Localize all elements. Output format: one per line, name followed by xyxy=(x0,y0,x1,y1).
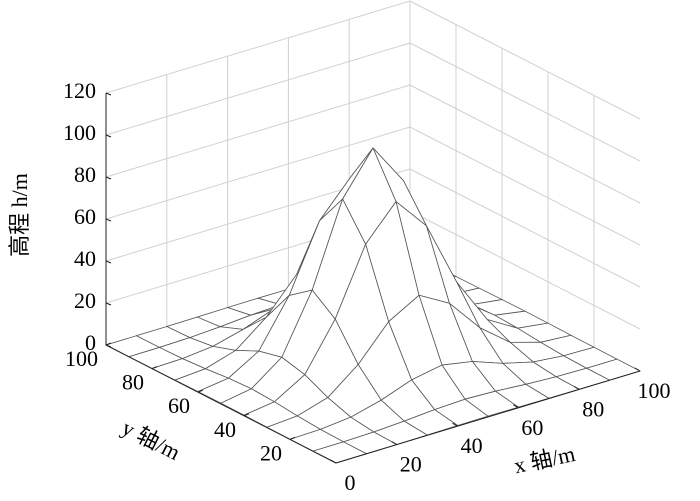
y-tick-label: 40 xyxy=(214,417,236,442)
x-tick-label: 40 xyxy=(461,433,483,458)
z-tick-label: 0 xyxy=(85,330,96,355)
x-axis xyxy=(335,370,641,464)
x-tick xyxy=(330,459,337,464)
y-tick-label: 20 xyxy=(260,440,282,465)
y-tick-label: 80 xyxy=(122,370,144,395)
z-tick xyxy=(105,302,112,306)
y-tick-label: 100 xyxy=(65,346,98,371)
y-tick xyxy=(289,436,296,440)
grid-line xyxy=(409,84,641,204)
x-tick xyxy=(391,441,398,446)
z-tick-label: 20 xyxy=(74,288,96,313)
z-tick xyxy=(105,344,112,348)
y-tick xyxy=(151,366,158,370)
grid-line xyxy=(105,0,411,94)
grid-line xyxy=(409,0,641,120)
z-tick xyxy=(105,92,112,96)
x-tick-label: 20 xyxy=(400,452,422,477)
y-axis-label: y 轴/m xyxy=(118,415,184,465)
x-tick xyxy=(634,367,641,372)
x-axis-label: x 轴/m xyxy=(512,441,578,478)
y-tick xyxy=(243,413,250,417)
y-tick xyxy=(197,389,204,393)
z-tick xyxy=(105,260,112,264)
x-tick-label: 60 xyxy=(521,415,543,440)
x-tick xyxy=(573,385,580,390)
grid-line xyxy=(409,168,641,288)
grid-line xyxy=(105,84,411,178)
z-tick-label: 80 xyxy=(74,162,96,187)
z-axis-label: 高程 h/m xyxy=(7,173,32,257)
z-tick xyxy=(105,176,112,180)
z-tick xyxy=(105,218,112,222)
x-tick xyxy=(452,422,458,427)
z-tick xyxy=(105,134,112,138)
x-tick-label: 80 xyxy=(582,396,604,421)
z-tick-label: 120 xyxy=(63,78,96,103)
grid-line xyxy=(105,126,411,220)
y-axis xyxy=(105,344,337,464)
z-tick-label: 40 xyxy=(74,246,96,271)
grid-line xyxy=(409,42,641,162)
z-tick-label: 100 xyxy=(63,120,96,145)
y-tick xyxy=(105,342,112,346)
x-tick-label: 100 xyxy=(638,378,671,403)
x-tick xyxy=(513,404,519,409)
y-tick-label: 60 xyxy=(168,393,190,418)
grid-line xyxy=(105,42,411,136)
grid-line xyxy=(409,210,641,330)
z-tick-label: 60 xyxy=(74,204,96,229)
grid-line xyxy=(409,126,641,246)
x-tick-label: 0 xyxy=(345,470,356,495)
